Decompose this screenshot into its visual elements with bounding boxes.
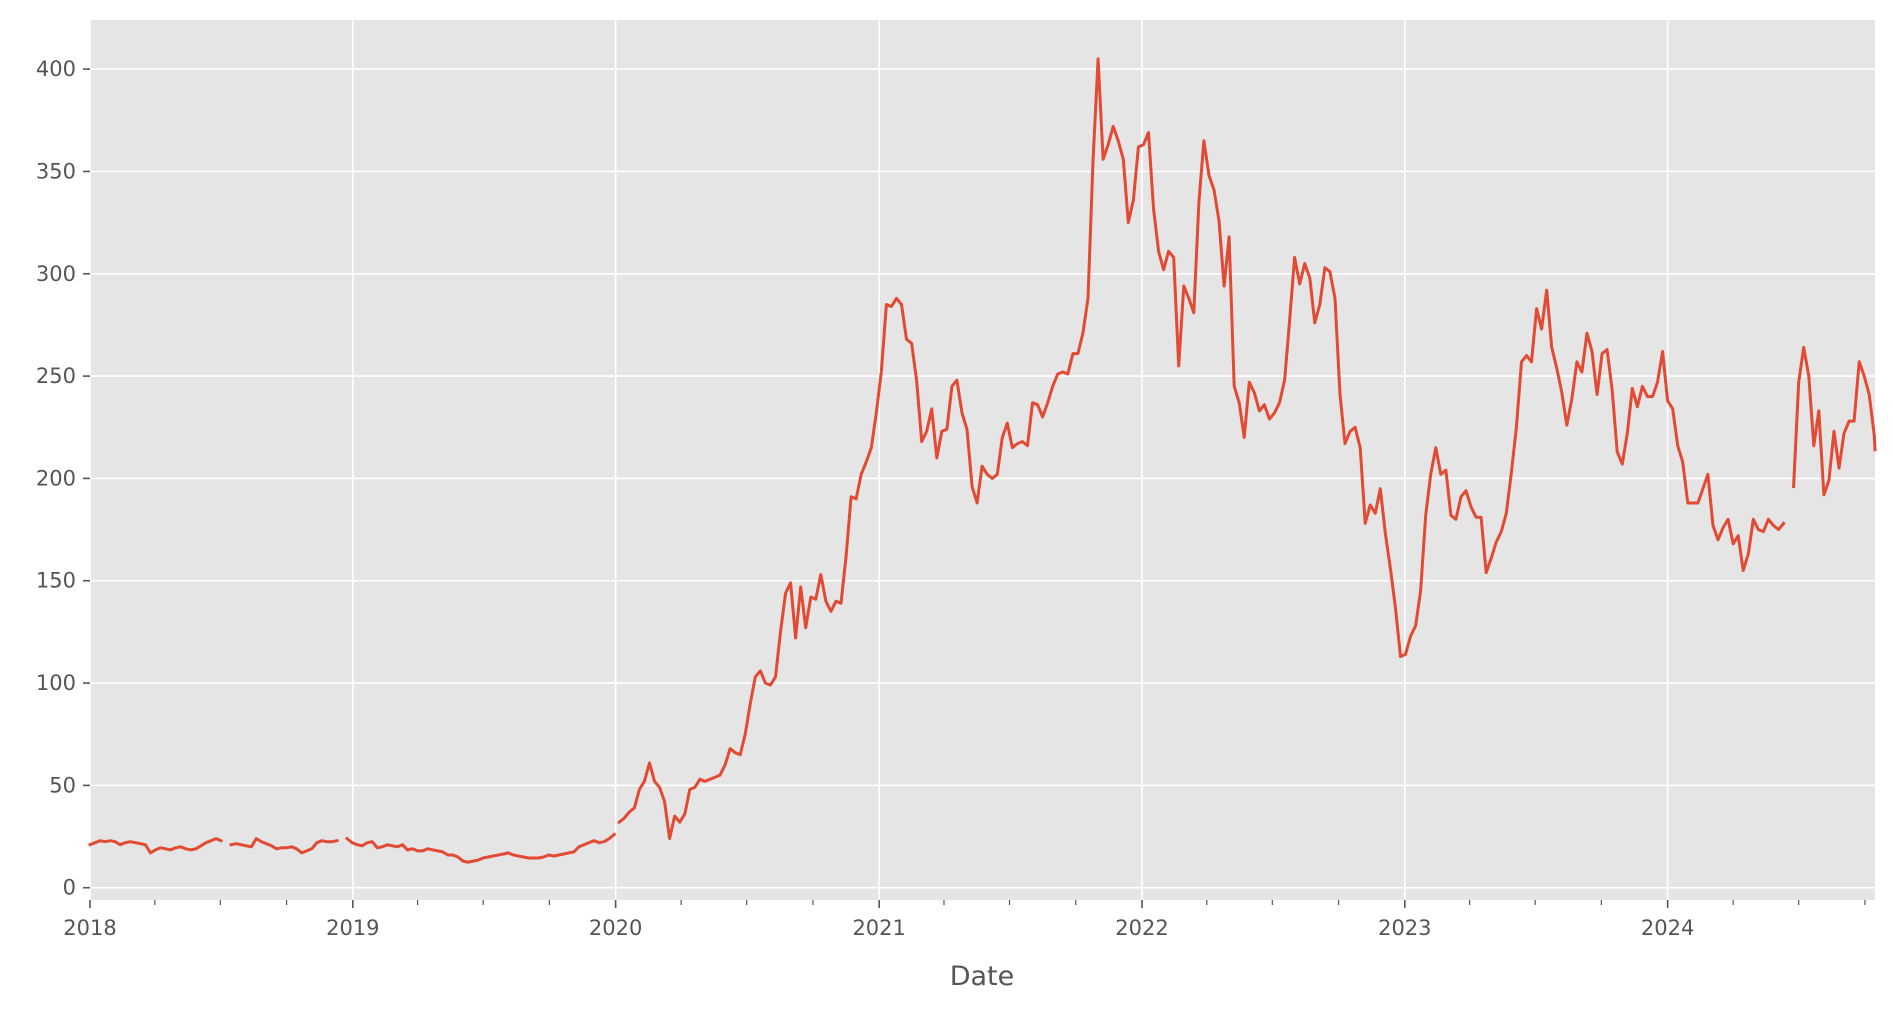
y-tick-label: 250 [36,364,76,388]
y-tick-label: 150 [36,569,76,593]
x-tick-label: 2024 [1641,916,1694,940]
series-layer [88,57,1877,864]
x-tick-label: 2019 [326,916,379,940]
grid-lines [89,20,1875,900]
x-tick-label: 2018 [63,916,116,940]
y-tick-label: 400 [36,57,76,81]
y-tick-label: 0 [63,876,76,900]
axis-ticks: 0 50 100 150 200 250 300 350 400 2018 2019 2020 2021… [36,57,1866,940]
x-tick-label: 2023 [1378,916,1431,940]
x-tick-label: 2020 [589,916,642,940]
x-axis-title: Date [950,961,1015,992]
y-tick-label: 200 [36,466,76,490]
y-tick-label: 350 [36,159,76,183]
plot-background [90,20,1875,900]
series-line [617,57,1786,841]
x-tick-label: 2021 [852,916,905,940]
y-tick-label: 100 [36,671,76,695]
series-line [344,832,617,864]
series-line [229,837,339,855]
series-line [88,837,223,855]
x-tick-label: 2022 [1115,916,1168,940]
y-tick-label: 50 [49,773,76,797]
y-tick-label: 300 [36,262,76,286]
series-line [1792,345,1877,497]
